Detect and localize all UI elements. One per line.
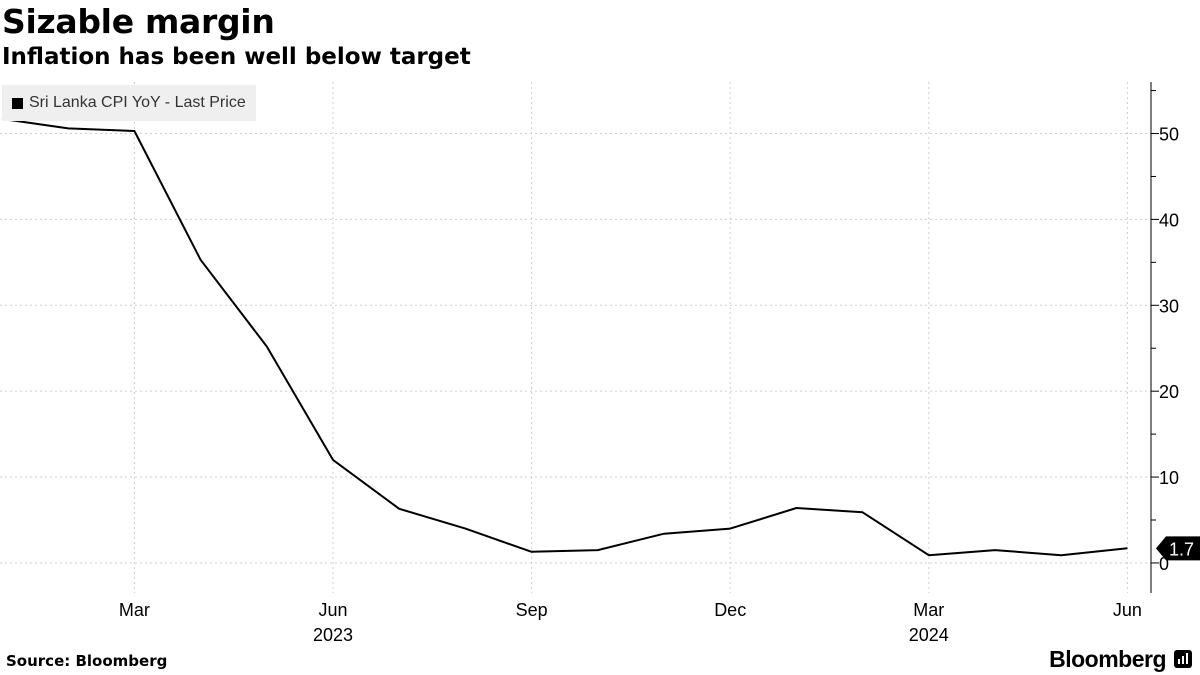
x-tick-label: Jun xyxy=(1113,600,1142,620)
y-tick-label: 40 xyxy=(1159,210,1179,230)
chart-title: Sizable margin xyxy=(2,2,275,41)
x-year-label: 2023 xyxy=(313,625,353,645)
legend-label: Sri Lanka CPI YoY - Last Price xyxy=(29,94,246,111)
y-tick-label: 10 xyxy=(1159,468,1179,488)
x-tick-label: Jun xyxy=(318,600,347,620)
legend: Sri Lanka CPI YoY - Last Price xyxy=(2,85,256,121)
last-value-label: 1.7 xyxy=(1169,539,1194,559)
source-note: Source: Bloomberg xyxy=(6,652,168,670)
x-tick-label: Sep xyxy=(516,600,548,620)
x-tick-label: Dec xyxy=(714,600,746,620)
y-tick-label: 30 xyxy=(1159,296,1179,316)
x-tick-label: Mar xyxy=(119,600,150,620)
last-value-tag xyxy=(1156,536,1200,561)
x-tick-label: Mar xyxy=(913,600,944,620)
chart-subtitle: Inflation has been well below target xyxy=(2,44,471,70)
y-tick-label: 20 xyxy=(1159,382,1179,402)
y-tick-label: 0 xyxy=(1159,554,1169,574)
brand-logo-text: Bloomberg xyxy=(1049,646,1166,672)
x-year-label: 2024 xyxy=(909,625,949,645)
y-tick-label: 50 xyxy=(1159,125,1179,145)
legend-swatch xyxy=(12,97,23,109)
cpi-series-line xyxy=(1,117,1128,557)
bloomberg-bars-icon xyxy=(1174,650,1192,668)
